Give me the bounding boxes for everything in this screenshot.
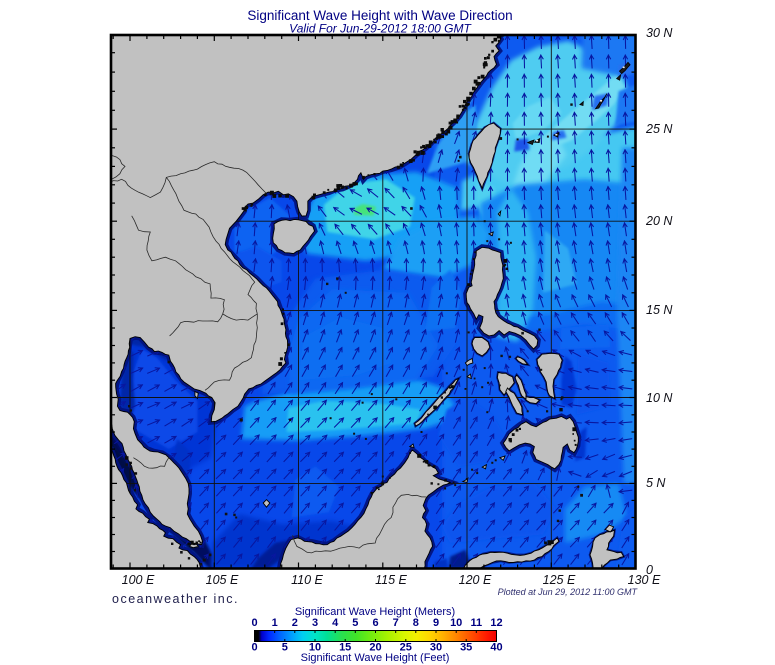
svg-text:3: 3 <box>312 617 318 629</box>
svg-text:130 E: 130 E <box>628 573 661 587</box>
svg-text:15: 15 <box>339 642 351 654</box>
svg-text:11: 11 <box>470 617 482 629</box>
svg-text:oceanweather inc.: oceanweather inc. <box>112 592 239 606</box>
svg-text:6: 6 <box>372 617 378 629</box>
svg-text:20 N: 20 N <box>645 214 673 228</box>
svg-text:0: 0 <box>646 563 653 577</box>
svg-text:20: 20 <box>369 642 381 654</box>
svg-text:10: 10 <box>309 642 321 654</box>
svg-text:4: 4 <box>332 617 339 629</box>
svg-text:Significant Wave Height (Meter: Significant Wave Height (Meters) <box>295 606 455 618</box>
svg-text:Significant Wave Height with W: Significant Wave Height with Wave Direct… <box>247 8 512 23</box>
svg-text:Plotted at Jun 29, 2012 11:00: Plotted at Jun 29, 2012 11:00 GMT <box>498 587 639 597</box>
svg-text:8: 8 <box>413 617 419 629</box>
svg-text:115 E: 115 E <box>375 573 407 587</box>
svg-text:35: 35 <box>460 642 472 654</box>
svg-text:25 N: 25 N <box>645 122 673 136</box>
svg-text:25: 25 <box>400 642 412 654</box>
svg-text:110 E: 110 E <box>291 573 323 587</box>
svg-text:125 E: 125 E <box>543 573 576 587</box>
svg-text:0: 0 <box>251 617 257 629</box>
svg-text:1: 1 <box>272 617 278 629</box>
svg-text:120 E: 120 E <box>459 573 492 587</box>
svg-text:10 N: 10 N <box>646 391 673 405</box>
svg-text:105 E: 105 E <box>206 573 239 587</box>
svg-text:30: 30 <box>430 642 442 654</box>
svg-text:12: 12 <box>490 617 502 629</box>
svg-text:Significant Wave Height (Feet): Significant Wave Height (Feet) <box>301 652 450 664</box>
svg-text:5 N: 5 N <box>646 476 666 490</box>
svg-text:10: 10 <box>450 617 462 629</box>
svg-text:5: 5 <box>282 642 288 654</box>
svg-text:15 N: 15 N <box>646 303 673 317</box>
svg-text:9: 9 <box>433 617 439 629</box>
svg-text:100 E: 100 E <box>122 573 155 587</box>
svg-text:30 N: 30 N <box>646 26 673 40</box>
svg-text:5: 5 <box>352 617 358 629</box>
svg-text:40: 40 <box>490 642 502 654</box>
svg-text:7: 7 <box>393 617 399 629</box>
svg-text:Valid For Jun-29-2012 18:00 GM: Valid For Jun-29-2012 18:00 GMT <box>289 22 472 36</box>
svg-text:0: 0 <box>251 642 257 654</box>
svg-text:2: 2 <box>292 617 298 629</box>
